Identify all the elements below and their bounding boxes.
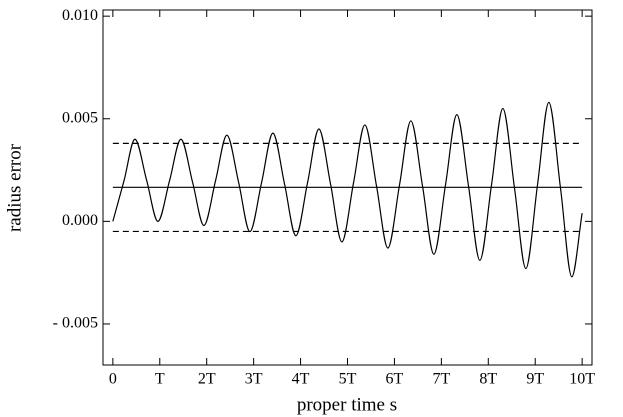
y-tick-label: - 0.005 [53,315,98,332]
x-tick-label: 5T [339,371,357,388]
x-tick-label: 0 [109,371,117,388]
x-tick-label: T [155,371,165,388]
y-tick-label: 0.010 [62,7,98,24]
x-axis-label: proper time s [297,394,397,415]
y-tick-label: 0.005 [62,109,98,126]
x-tick-label: 7T [432,371,450,388]
x-tick-label: 10T [569,371,595,388]
x-tick-label: 2T [198,371,216,388]
x-tick-label: 3T [245,371,263,388]
x-tick-label: 8T [479,371,497,388]
x-tick-label: 9T [526,371,544,388]
y-tick-label: 0.000 [62,212,98,229]
x-tick-label: 4T [292,371,310,388]
series-line [112,101,583,278]
x-tick-label: 6T [386,371,404,388]
y-axis-label: radius error [4,143,25,232]
